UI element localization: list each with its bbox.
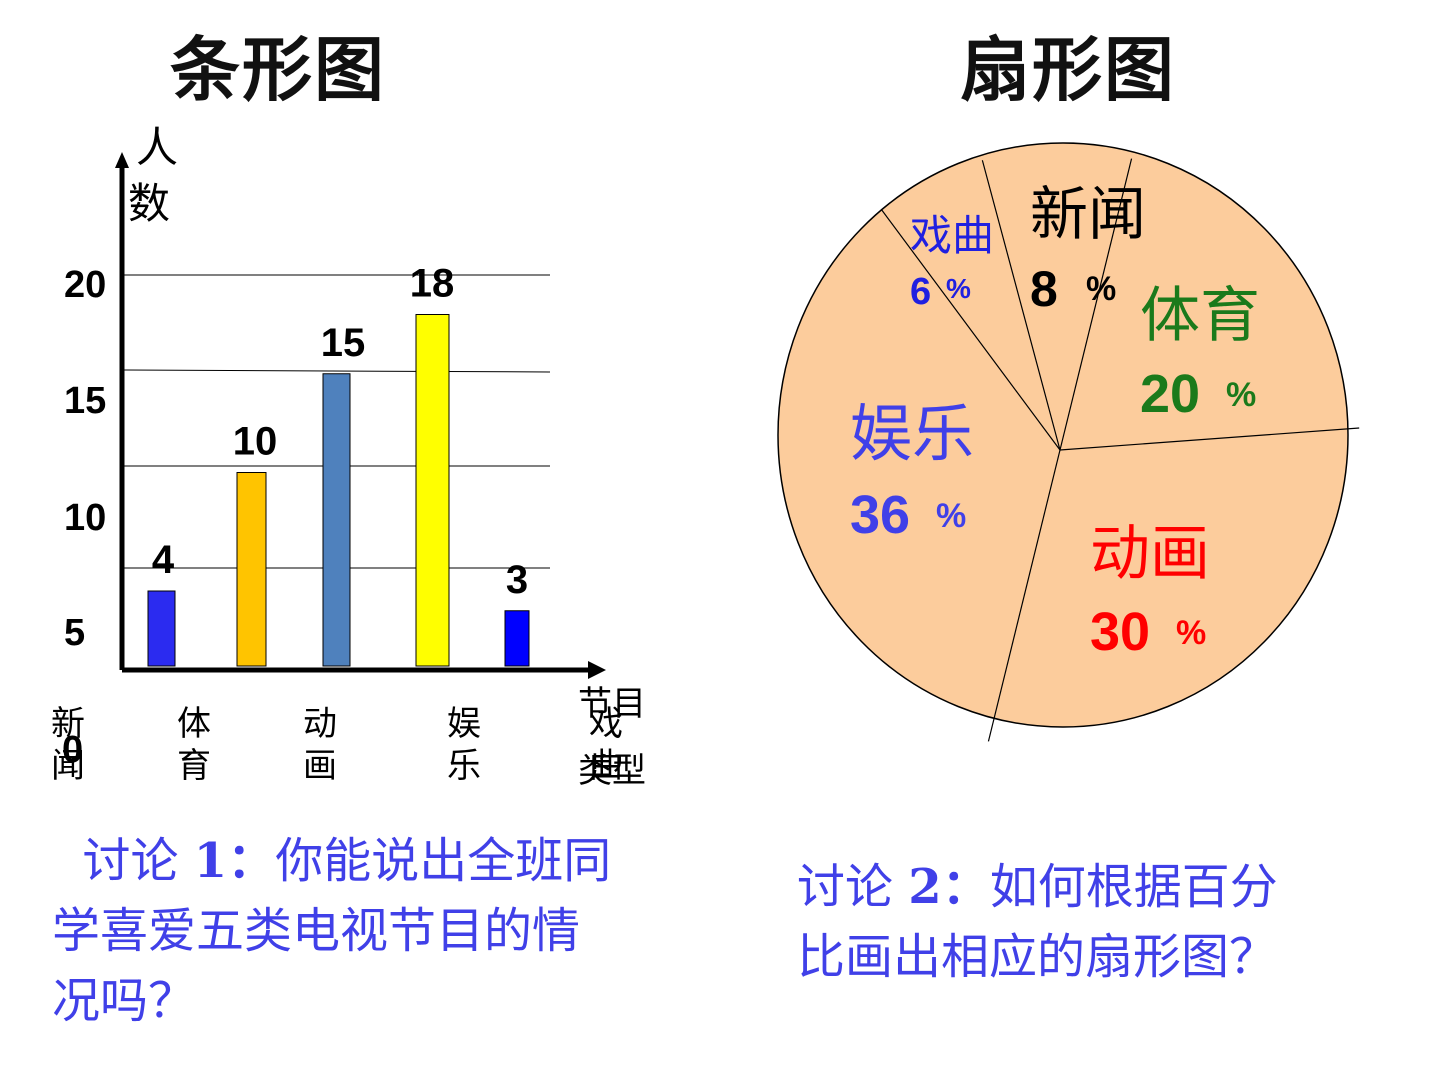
bar-chart-title: 条形图: [170, 28, 386, 111]
bar: [322, 373, 351, 667]
discussion-2: 讨论 2：如何根据百分 比画出相应的扇形图？: [797, 852, 1397, 992]
bar: [415, 314, 450, 667]
pie-slice-boundary: [987, 449, 1061, 742]
pie-chart: 新闻 8% 体育 20 % 动画 30 % 娱乐 36 % 戏曲 6%: [777, 142, 1360, 742]
pie-chart-title: 扇形图: [960, 28, 1176, 111]
discussion-1-prefix: 讨论: [82, 833, 179, 889]
discussion-1-line-1: 你能说出全班同: [275, 833, 612, 889]
category-label: 乐: [447, 747, 481, 785]
category-label: 曲: [589, 747, 623, 785]
discussion-2-line-2: 比画出相应的扇形图？: [797, 929, 1278, 985]
discussion-1-number: 1: [193, 833, 228, 889]
bar-value-label: 10: [233, 420, 278, 464]
bar-value-label: 3: [506, 558, 528, 602]
discussion-2-sep: ：: [941, 859, 990, 915]
bar-value-label: 18: [410, 262, 455, 306]
bar: [147, 590, 176, 667]
category-label: 画: [303, 747, 337, 785]
pie-slice-percent: 36: [850, 485, 910, 545]
pie-slice-percent-sign: %: [1226, 376, 1256, 414]
category-label: 动: [303, 705, 337, 743]
category-label: 体: [177, 705, 211, 743]
pie-slice-boundary: [981, 160, 1061, 451]
pie-slice-label: 动画: [1090, 520, 1210, 587]
x-axis-label: 类型: [578, 752, 646, 790]
pie-slice-percent: 20: [1140, 364, 1200, 424]
pie-slice-percent: 6: [910, 271, 931, 313]
x-axis-label: 节目: [578, 685, 646, 723]
category-label: 戏: [589, 705, 623, 743]
category-label: 育: [177, 747, 211, 785]
discussion-2-number: 2: [908, 859, 942, 915]
pie-slice-percent: 30: [1090, 602, 1150, 662]
pie-slice-label: 戏曲: [910, 212, 994, 259]
pie-slice-label: 体育: [1140, 282, 1260, 349]
pie-slice-boundary: [880, 208, 1061, 451]
pie-slice-percent-sign: %: [936, 497, 966, 535]
y-tick-label-zero: 0: [62, 729, 83, 771]
y-tick-label: 20: [64, 264, 106, 306]
category-label: 新: [51, 705, 85, 743]
category-label: 娱: [447, 705, 481, 743]
discussion-1: 讨论 1：你能说出全班同 学喜爱五类电视节目的情 况吗？: [52, 826, 702, 1036]
y-axis-label: 人: [136, 124, 178, 171]
pie-disc: [777, 142, 1349, 728]
pie-slice-percent: 8: [1030, 261, 1058, 317]
x-axis-arrow: [588, 661, 606, 679]
pie-slice-label: 娱乐: [850, 400, 974, 469]
pie-slice-boundary: [1059, 427, 1360, 451]
pie-slice-percent-sign: %: [1176, 614, 1206, 652]
y-axis-label: 数: [128, 180, 170, 227]
y-tick-label: 5: [64, 612, 85, 654]
y-axis-arrow: [115, 152, 129, 168]
y-tick-label: 10: [64, 497, 106, 539]
discussion-1-line-2: 学喜爱五类电视节目的情: [52, 903, 581, 959]
category-label: 闻: [51, 747, 85, 785]
discussion-1-sep: ：: [227, 833, 276, 889]
discussion-2-line-1: 如何根据百分: [989, 859, 1278, 915]
y-tick-label: 15: [64, 380, 106, 422]
pie-slice-label: 新闻: [1030, 182, 1146, 247]
grid-line: [121, 369, 551, 373]
pie-slice-percent-sign: %: [1086, 270, 1116, 308]
pie-slice-percent-sign: %: [946, 273, 971, 304]
bar-value-label: 15: [321, 321, 366, 365]
pie-slice-boundary: [1059, 158, 1133, 451]
discussion-2-prefix: 讨论: [797, 859, 894, 915]
bar-value-label: 4: [152, 538, 175, 582]
discussion-1-line-3: 况吗？: [52, 973, 197, 1029]
bar: [236, 472, 267, 667]
bar: [504, 610, 530, 667]
